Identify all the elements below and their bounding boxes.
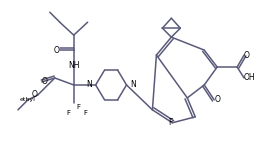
Text: F: F [168,118,172,127]
Text: O: O [42,77,48,86]
Text: F: F [77,104,81,110]
Text: N: N [131,80,136,89]
Text: O: O [32,90,38,99]
Text: F: F [84,110,88,116]
Text: N: N [86,80,92,89]
Text: OH: OH [244,73,256,83]
Text: F: F [67,110,71,116]
Text: ethyl: ethyl [20,97,36,102]
Text: O: O [244,51,250,60]
Text: O: O [214,95,220,104]
Text: NH: NH [68,60,79,70]
Text: O: O [54,46,60,55]
